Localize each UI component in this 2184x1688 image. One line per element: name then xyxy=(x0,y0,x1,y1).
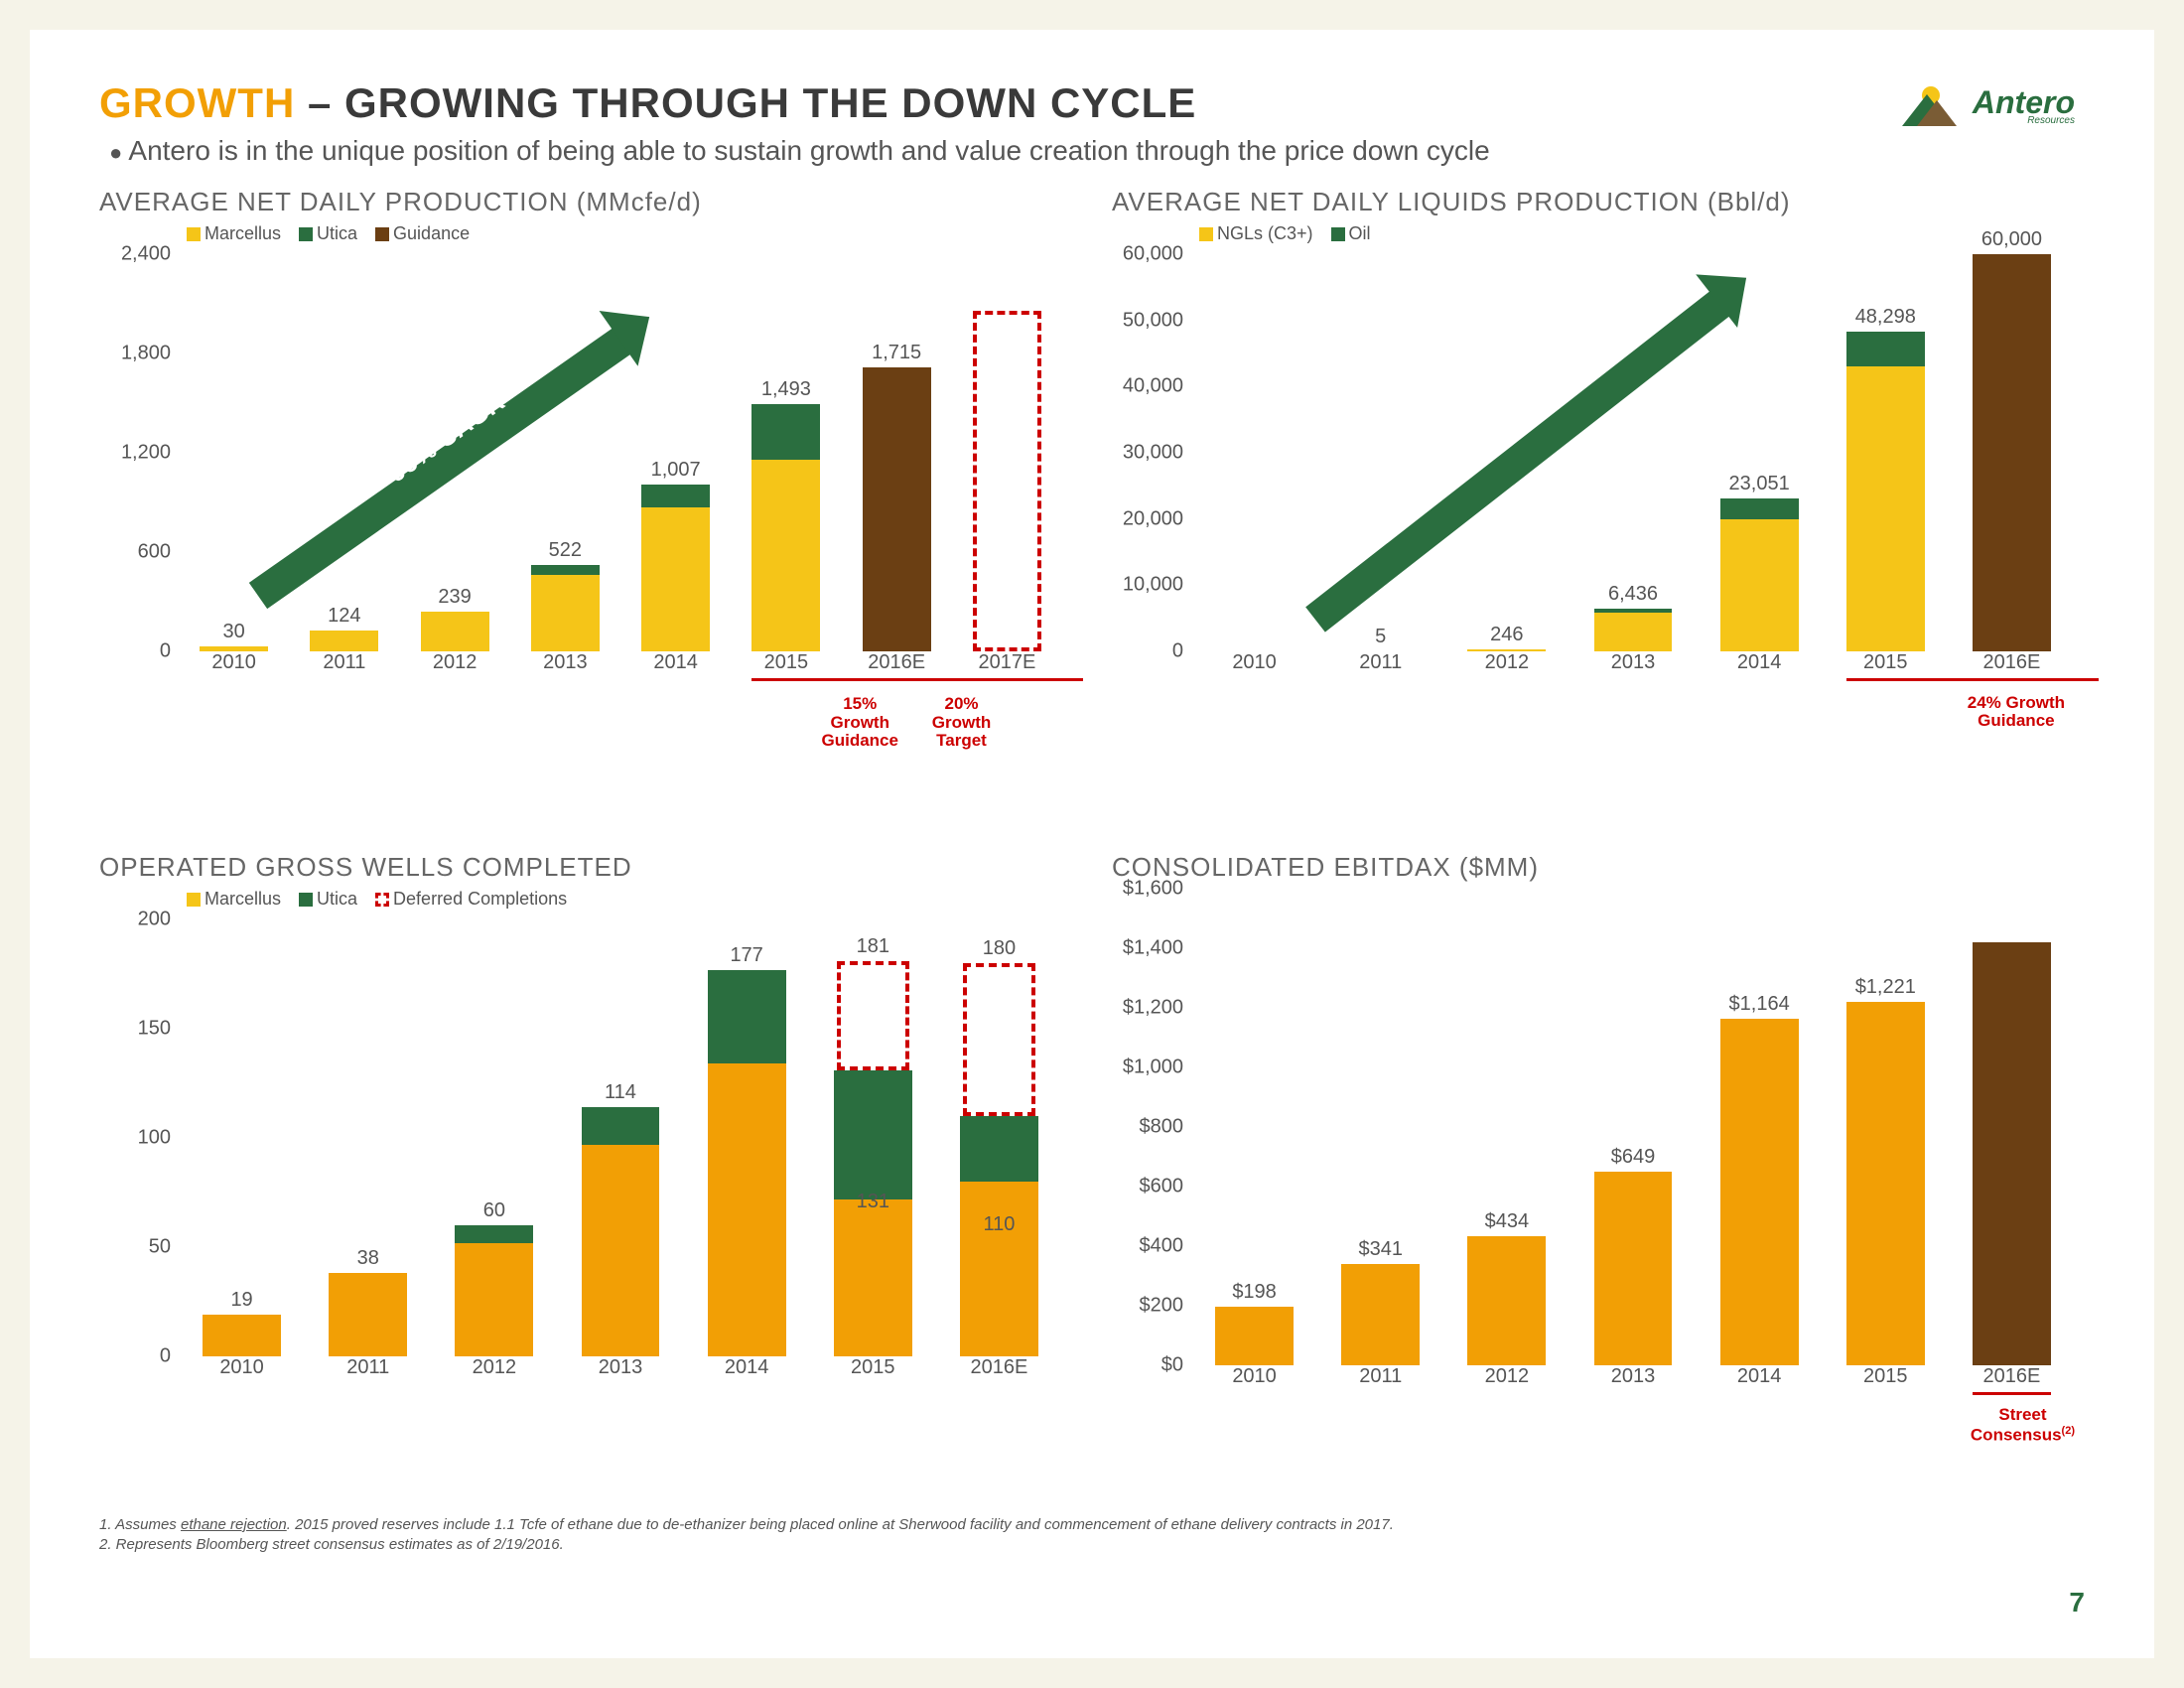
brand-logo: Antero Resources xyxy=(1897,84,2075,126)
slide: Antero Resources GROWTH – GROWING THROUG… xyxy=(30,30,2154,1658)
chart3-plot: 0501001502001938601141771311811101802010… xyxy=(99,919,1072,1386)
footnotes: 1. Assumes ethane rejection. 2015 proved… xyxy=(99,1515,2085,1554)
title-accent: GROWTH xyxy=(99,79,295,126)
title-row: GROWTH – GROWING THROUGH THE DOWN CYCLE xyxy=(99,79,2085,127)
chart4-plot: $0$200$400$600$800$1,000$1,200$1,400$1,6… xyxy=(1112,889,2085,1395)
footnote-1: 1. Assumes ethane rejection. 2015 proved… xyxy=(99,1515,2085,1535)
chart1-plot: 06001,2001,8002,400301242395221,0071,493… xyxy=(99,254,1072,681)
chart-ebitdax: CONSOLIDATED EBITDAX ($MM) $0$200$400$60… xyxy=(1112,852,2085,1497)
chart2-legend: NGLs (C3+)Oil xyxy=(1181,223,2085,244)
chart3-title: OPERATED GROSS WELLS COMPLETED xyxy=(99,852,1072,883)
title-rest: – GROWING THROUGH THE DOWN CYCLE xyxy=(295,79,1196,126)
chart1-title: AVERAGE NET DAILY PRODUCTION (MMcfe/d) xyxy=(99,187,1072,217)
chart2-plot: 010,00020,00030,00040,00050,00060,000524… xyxy=(1112,254,2085,681)
chart2-title: AVERAGE NET DAILY LIQUIDS PRODUCTION (Bb… xyxy=(1112,187,2085,217)
subtitle: Antero is in the unique position of bein… xyxy=(109,135,2085,167)
footnote-2: 2. Represents Bloomberg street consensus… xyxy=(99,1535,2085,1555)
chart3-legend: MarcellusUticaDeferred Completions xyxy=(169,889,1072,910)
chart4-title: CONSOLIDATED EBITDAX ($MM) xyxy=(1112,852,2085,883)
chart-liquids: AVERAGE NET DAILY LIQUIDS PRODUCTION (Bb… xyxy=(1112,187,2085,832)
logo-icon xyxy=(1897,86,1967,126)
chart1-legend: MarcellusUticaGuidance xyxy=(169,223,1072,244)
chart-wells: OPERATED GROSS WELLS COMPLETED Marcellus… xyxy=(99,852,1072,1497)
page-title: GROWTH – GROWING THROUGH THE DOWN CYCLE xyxy=(99,79,1196,127)
page-number: 7 xyxy=(2069,1587,2085,1618)
chart-production: AVERAGE NET DAILY PRODUCTION (MMcfe/d) M… xyxy=(99,187,1072,832)
